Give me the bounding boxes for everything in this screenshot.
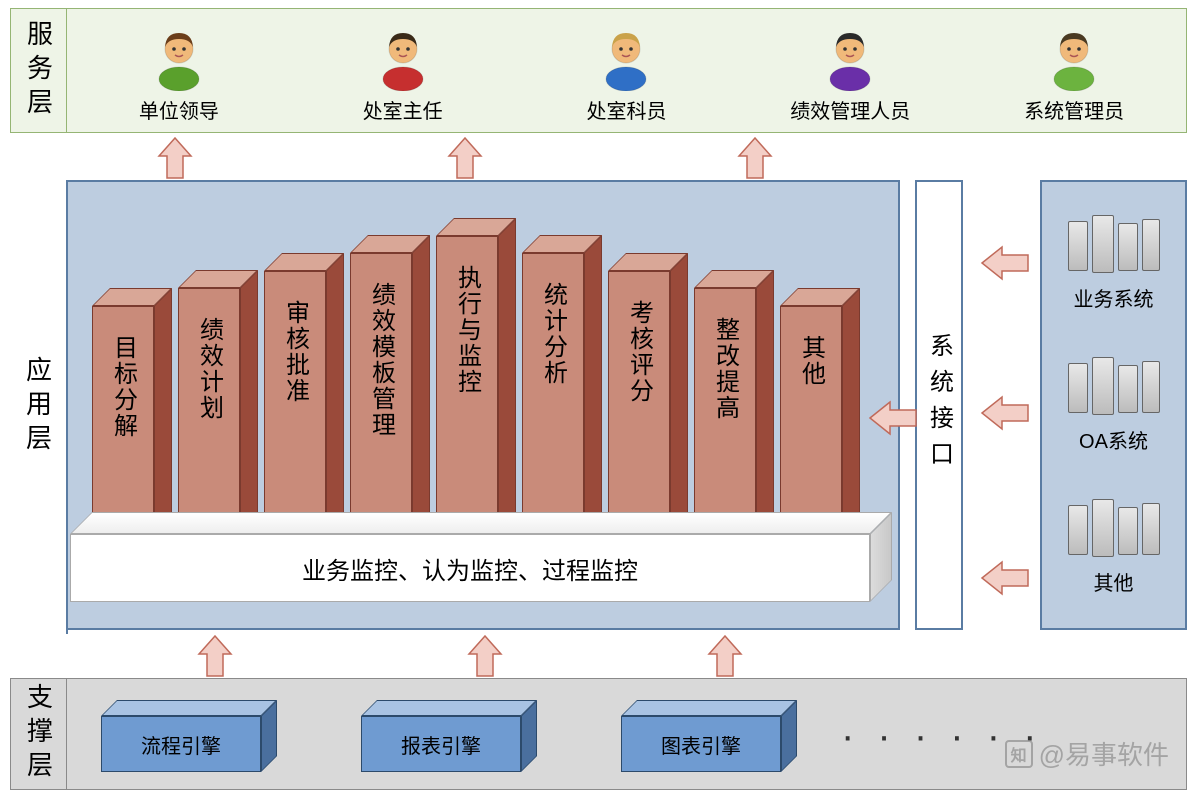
role-label: 绩效管理人员 [790,95,910,124]
pillar-label: 其他 [794,335,829,387]
engine-top [101,700,277,716]
role-label: 处室科员 [586,95,666,124]
external-system-label: 业务系统 [1074,283,1154,312]
arrow-up-icon [155,136,195,180]
roles-row: 单位领导 处室主任 处室科员 [67,9,1186,132]
role-label: 单位领导 [139,95,219,124]
engine-1: 报表引擎 [361,700,521,772]
pillar-front: 绩效计划 [178,288,240,546]
arrow-up-icon [445,136,485,180]
role-label: 系统管理员 [1024,95,1124,124]
pillar-side [842,288,860,546]
service-layer-label: 服务层 [11,9,67,132]
role-3: 绩效管理人员 [738,9,962,132]
pillar-front: 执行与监控 [436,236,498,546]
external-systems-column: 业务系统 OA系统 其他 [1040,180,1187,630]
pillar-front: 绩效模板管理 [350,253,412,546]
engine-front: 图表引擎 [621,716,781,772]
pillar-label: 整改提高 [708,317,743,421]
engine-top [621,700,797,716]
pillar-side [584,235,602,546]
pillar-front: 目标分解 [92,306,154,546]
arrow-up-icon [705,634,745,678]
pillar-side [154,288,172,546]
engines-row: 流程引擎 报表引擎 图表引擎 · · · · · · [101,693,1166,779]
role-1: 处室主任 [291,9,515,132]
arrow-left-icon [868,400,918,436]
pillar-side [670,253,688,546]
pillar-label: 绩效模板管理 [364,282,399,438]
monitoring-pedestal: 业务监控、认为监控、过程监控 [70,512,870,602]
engine-top [361,700,537,716]
servers-icon [1064,357,1164,419]
engine-label: 图表引擎 [661,730,741,759]
service-layer-label-box: 服务层 [11,9,67,132]
pillar-side [498,218,516,546]
external-system-0: 业务系统 [1064,215,1164,312]
system-interface-box: 系统接口 [915,180,963,630]
pillar-front: 统计分析 [522,253,584,546]
pillar-label: 考核评分 [622,300,657,404]
pillar-side [756,270,774,546]
person-icon [603,27,649,91]
pedestal-front: 业务监控、认为监控、过程监控 [70,534,870,602]
person-icon [1051,27,1097,91]
pillar-side [240,270,258,546]
pillar-label: 执行与监控 [450,265,485,395]
arrow-left-icon [980,245,1030,281]
pedestal-label: 业务监控、认为监控、过程监控 [302,551,638,586]
pillar-front: 考核评分 [608,271,670,546]
pillar-label: 审核批准 [278,300,313,404]
ellipsis-icon: · · · · · · [841,714,1043,759]
pillars-area: 目标分解 绩效计划 审核批准 绩效模板管理 执行与监控 统计分析 考核评分 [92,200,872,550]
arrow-left-icon [980,560,1030,596]
system-interface-label: 系统接口 [922,333,957,477]
pillar-front: 其他 [780,306,842,546]
arrow-left-icon [980,395,1030,431]
servers-icon [1064,499,1164,561]
engine-0: 流程引擎 [101,700,261,772]
application-layer-label: 应用层 [10,180,66,634]
arrow-up-icon [735,136,775,180]
role-0: 单位领导 [67,9,291,132]
engine-front: 流程引擎 [101,716,261,772]
pillar-label: 绩效计划 [192,317,227,421]
person-icon [827,27,873,91]
person-icon [380,27,426,91]
engine-label: 流程引擎 [141,730,221,759]
application-layer-label-box: 应用层 [10,180,68,634]
support-layer-label-box: 支撑层 [11,679,67,789]
arrow-up-icon [465,634,505,678]
external-system-1: OA系统 [1064,357,1164,454]
service-layer: 服务层 单位领导 处室主任 [10,8,1187,133]
pillar-label: 目标分解 [106,335,141,439]
person-icon [156,27,202,91]
pedestal-top [70,512,892,534]
support-layer-label: 支撑层 [11,679,67,789]
engine-front: 报表引擎 [361,716,521,772]
pillar-label: 统计分析 [536,282,571,386]
engine-2: 图表引擎 [621,700,781,772]
pillar-side [326,253,344,546]
role-label: 处室主任 [363,95,443,124]
pillar-side [412,235,430,546]
support-layer: 支撑层 流程引擎 报表引擎 图表引擎 · · · · · · [10,678,1187,790]
engine-label: 报表引擎 [401,730,481,759]
role-2: 处室科员 [515,9,739,132]
external-system-2: 其他 [1064,499,1164,596]
external-system-label: 其他 [1094,567,1134,596]
pillar-front: 审核批准 [264,271,326,546]
external-system-label: OA系统 [1079,425,1148,454]
servers-icon [1064,215,1164,277]
role-4: 系统管理员 [962,9,1186,132]
pillar-front: 整改提高 [694,288,756,546]
arrow-up-icon [195,634,235,678]
